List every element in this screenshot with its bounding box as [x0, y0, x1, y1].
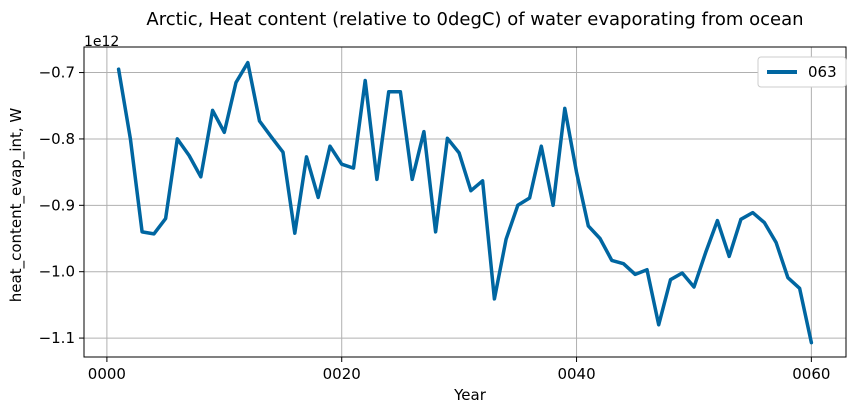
x-tick-label: 0040 — [557, 365, 595, 383]
y-axis: −0.7 −0.8 −0.9 −1.0 −1.1 — [39, 64, 84, 347]
x-axis-label: Year — [453, 386, 487, 404]
x-tick-label: 0060 — [792, 365, 830, 383]
x-tick-label: 0020 — [323, 365, 361, 383]
x-tick-label: 0000 — [88, 365, 126, 383]
y-axis-label: heat_content_evap_int, W — [7, 108, 26, 303]
grid-lines — [84, 47, 846, 357]
series-layer — [116, 60, 814, 345]
y-tick-label: −1.0 — [39, 263, 75, 281]
y-tick-label: −1.1 — [39, 329, 75, 347]
chart-title: Arctic, Heat content (relative to 0degC)… — [146, 9, 803, 30]
y-tick-label: −0.9 — [39, 196, 75, 214]
legend: 063 — [757, 56, 847, 88]
y-tick-label: −0.7 — [39, 64, 75, 82]
y-tick-label: −0.8 — [39, 130, 75, 148]
legend-box — [757, 56, 847, 88]
plot-frame — [83, 46, 847, 358]
y-axis-offset-label: 1e12 — [84, 34, 119, 50]
series-line-063 — [116, 60, 814, 345]
legend-label-063: 063 — [808, 63, 837, 81]
x-axis: 0000 0020 0040 0060 — [88, 357, 830, 383]
